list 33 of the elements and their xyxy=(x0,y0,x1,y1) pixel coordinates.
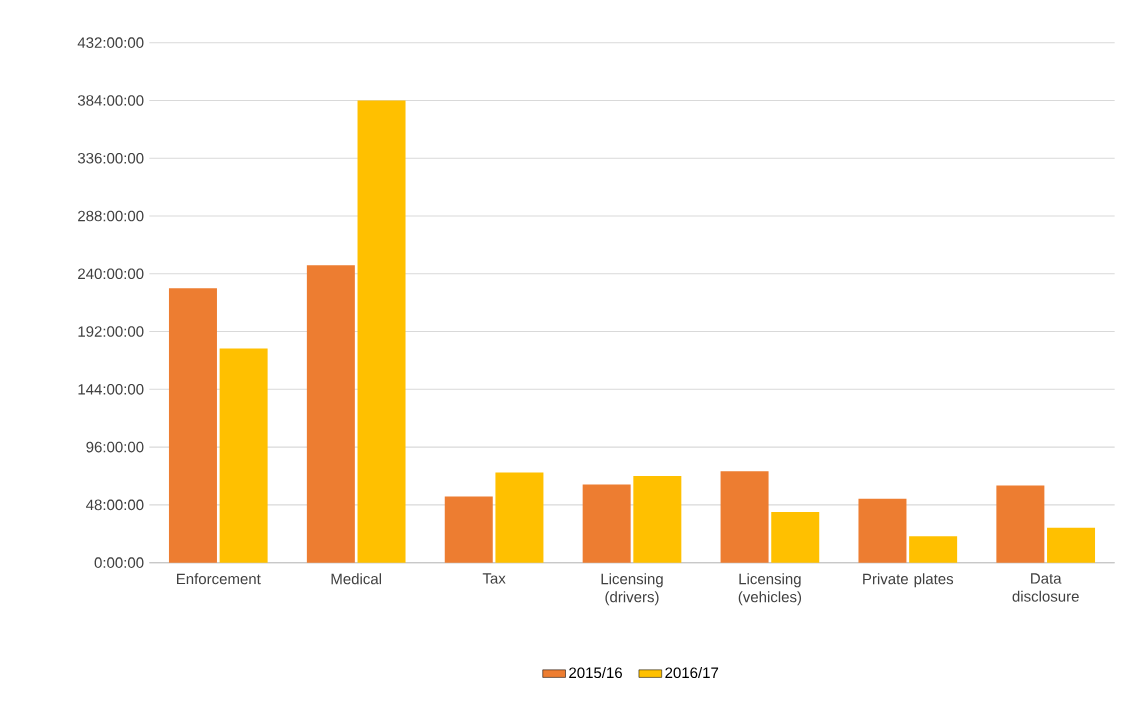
y-tick-label: 144:00:00 xyxy=(78,384,144,395)
y-tick-label: 96:00:00 xyxy=(86,441,144,453)
legend-label: 2016/17 xyxy=(665,667,719,679)
bar xyxy=(633,476,682,563)
y-tick-label: 432:00:00 xyxy=(77,37,144,49)
bar xyxy=(858,499,907,563)
x-tick-label: Licensing (vehicles) xyxy=(738,573,802,606)
bar xyxy=(909,536,958,563)
bar xyxy=(1047,527,1096,563)
bar xyxy=(771,512,820,563)
bar xyxy=(444,496,493,563)
x-tick-label: Private plates xyxy=(863,573,954,588)
bar xyxy=(168,288,217,563)
bar xyxy=(357,100,406,563)
bar xyxy=(495,472,544,563)
x-tick-label: Tax xyxy=(482,573,506,584)
bar xyxy=(306,265,355,563)
y-tick-label: 48:00:00 xyxy=(86,499,144,511)
y-tick-label: 336:00:00 xyxy=(77,153,144,164)
bar xyxy=(996,485,1045,563)
y-tick-label: 288:00:00 xyxy=(78,210,144,222)
legend-label: 2015/16 xyxy=(569,667,622,679)
bar xyxy=(219,348,268,563)
x-tick-label: Medical xyxy=(331,573,382,585)
y-tick-label: 192:00:00 xyxy=(78,326,144,338)
y-tick-label: 0:00:00 xyxy=(94,557,144,569)
x-tick-label: Licensing (drivers) xyxy=(601,573,663,606)
bar xyxy=(720,471,769,563)
bar xyxy=(582,484,631,563)
x-tick-label: Enforcement xyxy=(177,573,261,585)
x-tick-label: Data disclosure xyxy=(1012,573,1079,602)
y-tick-label: 384:00:00 xyxy=(77,95,144,106)
y-tick-label: 240:00:00 xyxy=(78,268,144,280)
